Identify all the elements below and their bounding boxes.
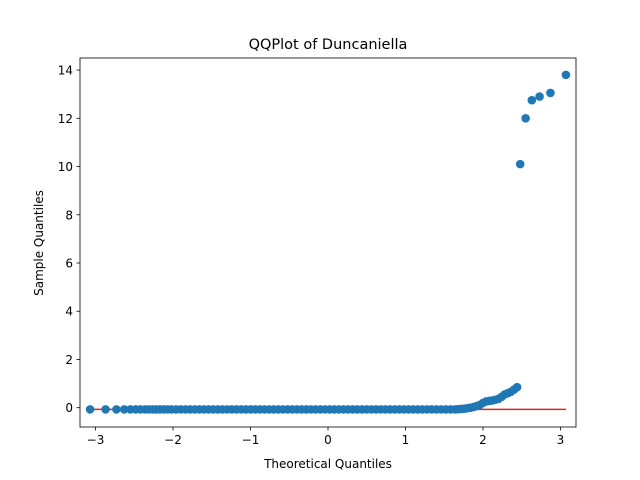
y-tick-label: 12: [58, 112, 73, 126]
x-tick-label: 1: [402, 433, 410, 447]
data-point: [112, 405, 121, 414]
x-tick-label: −1: [242, 433, 260, 447]
y-tick-label: 6: [65, 257, 73, 271]
data-point: [527, 95, 537, 105]
plot-background: [80, 58, 576, 427]
x-tick-label: 2: [479, 433, 487, 447]
y-tick-label: 14: [58, 64, 73, 78]
data-point: [546, 88, 555, 98]
y-tick-label: 0: [65, 401, 73, 415]
x-tick-label: −3: [87, 433, 105, 447]
y-axis-label: Sample Quantiles: [32, 190, 46, 296]
data-point: [561, 70, 571, 80]
data-point: [515, 159, 525, 169]
y-tick-label: 2: [65, 353, 73, 367]
x-tick-label: 0: [324, 433, 332, 447]
x-axis-label: Theoretical Quantiles: [263, 457, 392, 471]
data-point: [119, 405, 129, 414]
points-layer: [85, 70, 571, 414]
data-point: [521, 113, 530, 123]
plot-area: [80, 58, 576, 427]
chart-title: QQPlot of Duncaniella: [249, 37, 408, 53]
data-point: [535, 92, 544, 101]
x-tick-label: 3: [557, 433, 565, 447]
y-tick-label: 10: [58, 160, 73, 174]
y-tick-label: 4: [65, 305, 73, 319]
y-tick-label: 8: [65, 208, 73, 222]
data-point: [101, 405, 110, 414]
x-tick-label: −2: [164, 433, 182, 447]
data-point: [85, 405, 95, 414]
x-axis-ticks: −3 −2 −1 0 1 2 3: [87, 427, 565, 447]
data-point: [512, 382, 522, 392]
y-axis-ticks: 0 2 4 6 8 10 12 14: [58, 64, 80, 415]
